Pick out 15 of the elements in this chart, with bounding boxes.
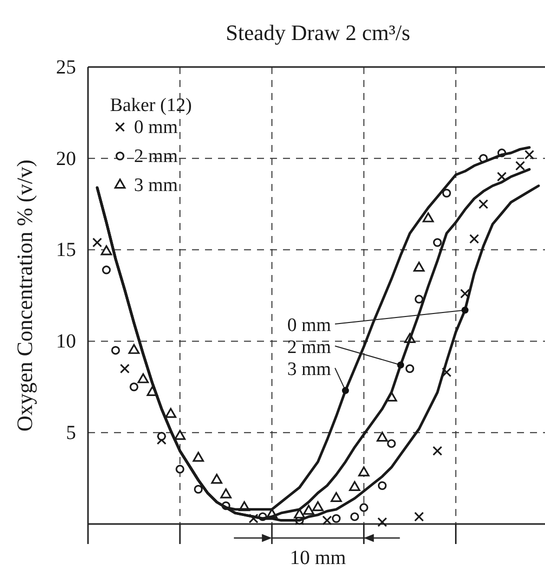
legend-label: 2 mm [134,146,178,167]
text: 0 mm [287,315,332,336]
y-tick-label: 25 [56,56,76,78]
y-tick-label: 20 [56,148,76,170]
chart-title: Steady Draw 2 cm³/s [226,20,410,45]
series-label: 3 mm [287,359,332,380]
y-tick-label: 15 [56,239,76,262]
legend-title: Baker (12) [110,95,192,116]
y-axis-title: Oxygen Concentration % (v/v) [12,160,37,432]
text: 10 mm [290,547,346,569]
legend-label: 0 mm [134,117,178,138]
y-tick-label: 10 [56,330,76,353]
y-tick-label: 5 [66,422,76,444]
text: 2 mm [287,337,332,358]
legend-label: 3 mm [134,175,178,196]
